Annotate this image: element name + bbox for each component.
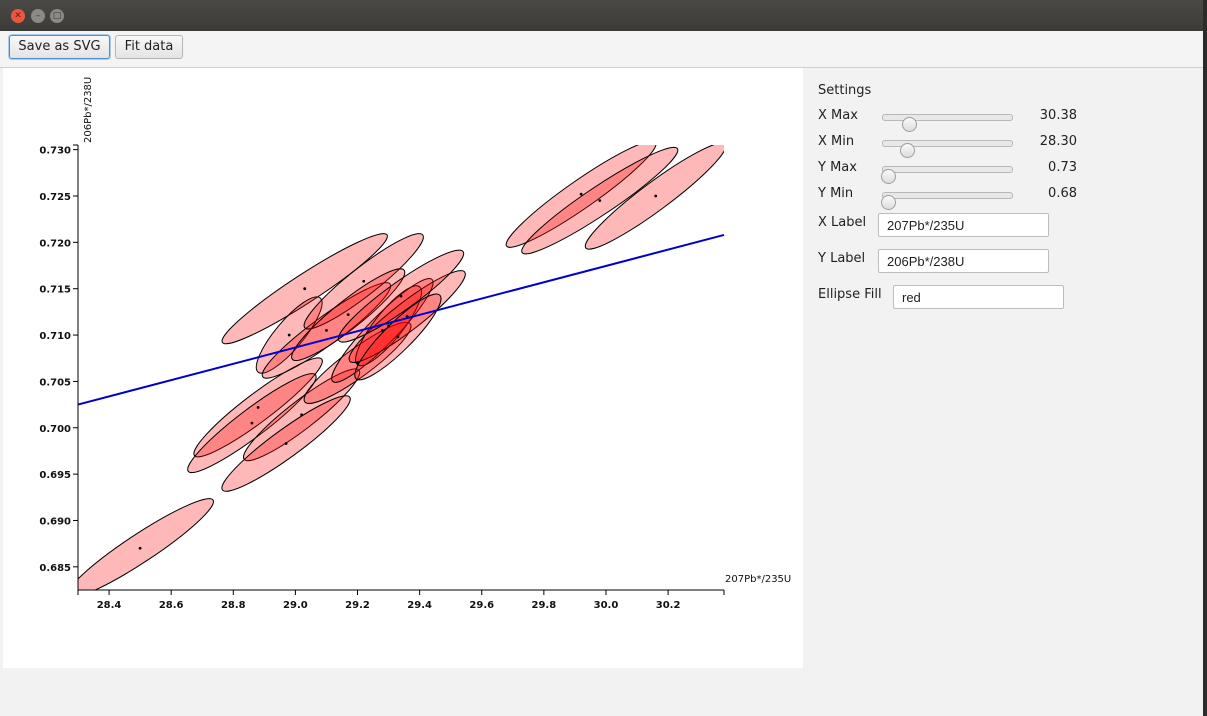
data-point	[399, 294, 403, 298]
x-label-row: X Label	[818, 213, 1198, 239]
x-tick-label: 28.4	[97, 600, 122, 611]
y-label-row: Y Label	[818, 249, 1198, 275]
y-tick-label: 0.710	[39, 331, 71, 342]
y-min-label: Y Min	[818, 186, 854, 201]
y-tick-label: 0.715	[39, 285, 71, 296]
x-min-slider-thumb[interactable]	[899, 143, 915, 158]
y-tick-label: 0.730	[39, 146, 71, 157]
minimize-window-icon[interactable]: –	[31, 9, 45, 23]
settings-title: Settings	[818, 83, 872, 98]
y-max-label: Y Max	[818, 160, 857, 175]
x-tick-label: 28.6	[159, 600, 184, 611]
fit-line	[77, 233, 725, 406]
x-min-slider[interactable]	[882, 140, 1013, 158]
y-tick-label: 0.700	[39, 424, 71, 435]
x-min-row: X Min 28.30	[818, 132, 1198, 158]
data-point	[138, 546, 142, 550]
data-point	[287, 333, 291, 337]
toolbar: Save as SVG Fit data	[0, 31, 1203, 68]
y-tick-label: 0.725	[39, 192, 71, 203]
x-max-value: 30.38	[1039, 108, 1077, 123]
y-max-row: Y Max 0.73	[818, 158, 1198, 184]
concordia-chart: 28.4 28.6 28.8 29.0 29.2 29.4 29.6 29.8 30.0 30.2…	[39, 77, 791, 611]
ellipse-layer	[78, 145, 724, 590]
data-point	[362, 279, 366, 283]
y-tick-label: 0.720	[39, 238, 71, 249]
y-label-input[interactable]	[878, 249, 1049, 273]
ellipse-fill-input[interactable]	[893, 285, 1064, 309]
data-point	[579, 192, 583, 196]
x-tick-label: 30.0	[594, 600, 619, 611]
data-point	[325, 329, 328, 332]
y-max-value: 0.73	[1048, 160, 1077, 175]
y-min-row: Y Min 0.68	[818, 184, 1198, 210]
data-point	[250, 421, 254, 425]
y-min-value: 0.68	[1048, 186, 1077, 201]
data-point-layer	[138, 192, 658, 550]
data-point	[356, 361, 359, 365]
x-max-slider-thumb[interactable]	[901, 117, 917, 132]
x-max-slider[interactable]	[882, 114, 1013, 132]
y-tick-label: 0.685	[39, 563, 71, 574]
axes-layer: 28.4 28.6 28.8 29.0 29.2 29.4 29.6 29.8 30.0 30.2…	[39, 144, 725, 611]
data-point	[380, 329, 384, 332]
ellipse-fill-row: Ellipse Fill	[818, 285, 1198, 311]
data-point	[284, 442, 288, 445]
ellipse-fill-caption: Ellipse Fill	[818, 287, 882, 302]
x-axis-label: 207Pb*/235U	[725, 574, 791, 585]
x-min-label: X Min	[818, 134, 855, 149]
settings-panel: Settings X Max 30.38 X Min 28.30 Y Max 0…	[803, 68, 1203, 668]
data-point	[654, 194, 658, 198]
y-min-slider-thumb[interactable]	[881, 195, 896, 210]
x-tick-label: 29.2	[345, 600, 370, 611]
data-point	[303, 287, 307, 291]
data-point	[396, 335, 400, 339]
x-label-caption: X Label	[818, 215, 867, 230]
x-tick-label: 29.8	[532, 600, 557, 611]
save-as-svg-button[interactable]: Save as SVG	[9, 35, 110, 59]
maximize-window-icon[interactable]: □	[50, 9, 64, 23]
data-point	[256, 405, 260, 409]
x-tick-label: 29.6	[469, 600, 494, 611]
y-tick-label: 0.695	[39, 470, 71, 481]
x-tick-label: 29.0	[283, 600, 308, 611]
x-label-input[interactable]	[878, 213, 1049, 237]
x-max-label: X Max	[818, 108, 858, 123]
close-window-icon[interactable]: ✕	[11, 9, 25, 23]
plot-canvas: 28.4 28.6 28.8 29.0 29.2 29.4 29.6 29.8 30.0 30.2…	[3, 68, 803, 668]
y-max-slider[interactable]	[881, 166, 1013, 184]
y-max-slider-thumb[interactable]	[881, 169, 896, 184]
y-axis-label: 206Pb*/238U	[83, 77, 94, 143]
data-point	[300, 413, 304, 417]
x-min-value: 28.30	[1039, 134, 1077, 149]
data-point	[387, 324, 390, 328]
fit-data-button[interactable]: Fit data	[115, 35, 183, 59]
y-tick-label: 0.705	[39, 377, 71, 388]
y-tick-label: 0.690	[39, 516, 71, 527]
y-min-slider[interactable]	[881, 192, 1013, 210]
x-tick-label: 29.4	[407, 600, 432, 611]
x-tick-label: 28.8	[221, 600, 246, 611]
y-label-caption: Y Label	[818, 251, 866, 266]
data-point	[346, 313, 350, 317]
x-max-row: X Max 30.38	[818, 106, 1198, 132]
data-point	[598, 199, 602, 203]
title-bar: ✕ – □	[0, 0, 1203, 31]
x-tick-label: 30.2	[656, 600, 681, 611]
